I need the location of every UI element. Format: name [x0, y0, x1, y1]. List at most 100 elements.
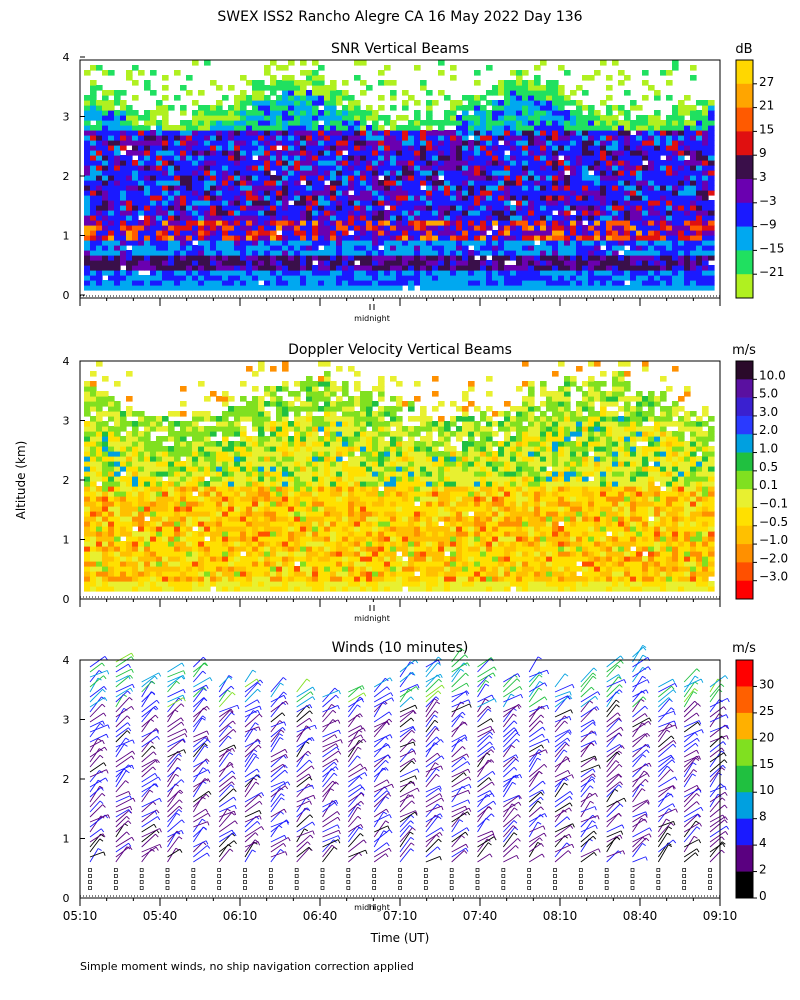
snr-cell	[96, 135, 103, 141]
snr-cell	[564, 190, 571, 196]
snr-cell	[132, 245, 139, 251]
snr-cell	[582, 235, 589, 241]
snr-cell	[504, 200, 511, 206]
snr-cell	[564, 70, 571, 76]
snr-cell	[432, 200, 439, 206]
snr-cell	[468, 280, 475, 286]
snr-cell	[486, 275, 493, 281]
doppler-cell	[216, 551, 223, 557]
snr-cell	[366, 265, 373, 271]
snr-cell	[138, 240, 145, 246]
snr-cell	[420, 200, 427, 206]
snr-cell	[216, 265, 223, 271]
snr-cell	[384, 115, 391, 121]
snr-cell	[546, 270, 553, 276]
snr-cell	[684, 270, 691, 276]
doppler-cell	[96, 581, 103, 587]
snr-cell	[606, 140, 613, 146]
snr-cell	[180, 215, 187, 221]
snr-cell	[294, 165, 301, 171]
doppler-cell	[102, 456, 109, 462]
snr-cell	[282, 160, 289, 166]
doppler-cell	[84, 396, 91, 402]
snr-cell	[570, 125, 577, 131]
snr-cell	[456, 145, 463, 151]
doppler-cell	[138, 516, 145, 522]
snr-cell	[258, 160, 265, 166]
snr-cell	[678, 285, 685, 291]
snr-cell	[570, 150, 577, 156]
snr-cell	[534, 220, 541, 226]
doppler-cell	[156, 471, 163, 477]
snr-cell	[252, 190, 259, 196]
snr-cell	[384, 230, 391, 236]
snr-cell	[630, 150, 637, 156]
snr-cell	[618, 175, 625, 181]
snr-cell	[228, 225, 235, 231]
snr-cell	[432, 190, 439, 196]
snr-cell	[240, 110, 247, 116]
snr-cell	[90, 185, 97, 191]
snr-cell	[276, 215, 283, 221]
snr-cell	[282, 170, 289, 176]
snr-cell	[540, 250, 547, 256]
snr-cell	[516, 265, 523, 271]
snr-cell	[660, 175, 667, 181]
snr-cell	[168, 220, 175, 226]
snr-cell	[450, 180, 457, 186]
snr-cell	[390, 255, 397, 261]
snr-cell	[246, 170, 253, 176]
doppler-cell	[132, 576, 139, 582]
snr-cell	[312, 105, 319, 111]
snr-cell	[288, 210, 295, 216]
snr-cell	[702, 200, 709, 206]
snr-cell	[636, 190, 643, 196]
snr-cell	[168, 140, 175, 146]
snr-cell	[678, 155, 685, 161]
snr-cell	[372, 195, 379, 201]
snr-cell	[552, 115, 559, 121]
snr-cell	[588, 185, 595, 191]
snr-cell	[684, 135, 691, 141]
snr-cell	[630, 195, 637, 201]
snr-cell	[330, 205, 337, 211]
snr-cell	[546, 205, 553, 211]
snr-cell	[96, 200, 103, 206]
doppler-cell	[192, 516, 199, 522]
doppler-cell	[174, 566, 181, 572]
snr-cell	[606, 210, 613, 216]
snr-cell	[630, 230, 637, 236]
snr-cell	[216, 270, 223, 276]
snr-cell	[660, 230, 667, 236]
snr-cell	[480, 210, 487, 216]
snr-cell	[450, 145, 457, 151]
snr-cell	[210, 195, 217, 201]
snr-cell	[618, 170, 625, 176]
y-tick-label: 4	[63, 51, 70, 64]
snr-cell	[666, 120, 673, 126]
snr-cell	[690, 265, 697, 271]
snr-cell	[528, 220, 535, 226]
snr-cell	[516, 100, 523, 106]
snr-cell	[294, 100, 301, 106]
doppler-cell	[222, 506, 229, 512]
doppler-cell	[162, 471, 169, 477]
doppler-cell	[90, 451, 97, 457]
snr-cell	[192, 165, 199, 171]
snr-cell	[546, 130, 553, 136]
snr-cell	[378, 180, 385, 186]
snr-cell	[630, 250, 637, 256]
doppler-cell	[150, 501, 157, 507]
snr-cell	[198, 265, 205, 271]
snr-cell	[672, 275, 679, 281]
snr-cell	[294, 225, 301, 231]
doppler-cell	[90, 551, 97, 557]
snr-cell	[270, 100, 277, 106]
snr-cell	[390, 180, 397, 186]
doppler-cell	[102, 536, 109, 542]
snr-cell	[576, 145, 583, 151]
snr-cell	[666, 265, 673, 271]
snr-cell	[558, 220, 565, 226]
snr-cell	[204, 110, 211, 116]
snr-cell	[546, 195, 553, 201]
